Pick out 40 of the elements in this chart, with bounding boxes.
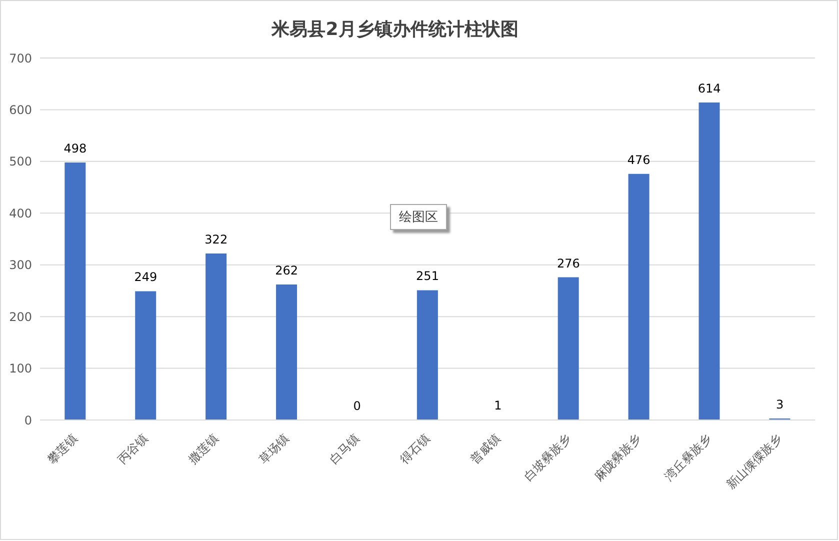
data-label: 614	[698, 81, 721, 96]
bar	[416, 290, 438, 420]
x-tick-label: 麻陇彝族乡	[591, 431, 644, 484]
bar	[698, 102, 720, 420]
bar	[135, 291, 156, 420]
data-label: 322	[204, 232, 228, 246]
chart-title: 米易县2月乡镇办件统计柱状图	[270, 18, 520, 41]
data-label: 0	[353, 399, 361, 413]
data-label: 498	[64, 141, 87, 156]
y-tick-label: 500	[9, 154, 32, 169]
data-label: 262	[275, 264, 298, 278]
data-label: 1	[494, 398, 502, 412]
y-tick-label: 300	[9, 258, 32, 272]
bar	[276, 284, 298, 420]
bar	[628, 174, 650, 420]
x-tick-label: 丙谷镇	[115, 431, 151, 466]
data-label: 276	[556, 256, 580, 270]
x-tick-label: 新山傈僳族乡	[724, 431, 785, 492]
data-label: 249	[134, 270, 158, 284]
x-tick-label: 攀莲镇	[44, 431, 80, 466]
y-tick-label: 100	[9, 362, 32, 376]
x-tick-label: 白坡彝族乡	[521, 431, 574, 484]
data-label: 3	[776, 397, 784, 412]
x-tick-label: 撒莲镇	[186, 431, 222, 466]
data-label: 476	[627, 152, 650, 167]
x-tick-label: 草场镇	[256, 431, 292, 466]
x-tick-label: 普威镇	[468, 431, 503, 466]
x-tick-label: 得石镇	[397, 431, 432, 466]
annotation: 绘图区	[390, 204, 447, 230]
x-tick-label: 白马镇	[326, 431, 362, 466]
y-tick-label: 600	[9, 102, 32, 117]
data-label: 251	[416, 269, 439, 284]
y-tick-label: 200	[9, 310, 32, 324]
bar	[64, 162, 86, 420]
y-tick-label: 700	[9, 51, 32, 66]
bar	[206, 253, 227, 420]
x-tick-label: 湾丘彝族乡	[662, 431, 714, 484]
y-tick-label: 0	[24, 413, 32, 428]
y-tick-label: 400	[9, 206, 32, 220]
bar	[558, 277, 579, 420]
